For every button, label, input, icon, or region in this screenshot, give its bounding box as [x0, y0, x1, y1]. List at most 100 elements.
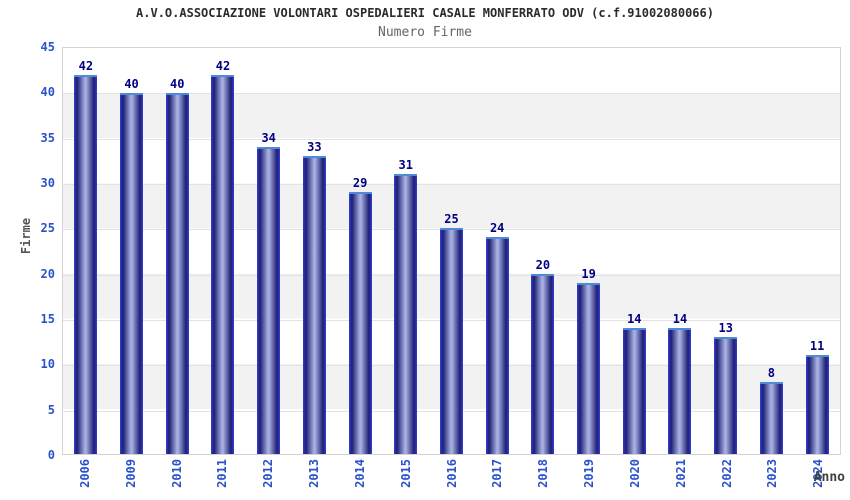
plot-area: 42 40 40 42 34 33 29 31 25 24 20 19 14 14 13 8 11 — [62, 47, 841, 455]
bar-slot-2006: 42 — [63, 48, 109, 454]
bar-slot-2014: 29 — [337, 48, 383, 454]
x-tick-slot: 2009 — [108, 459, 154, 488]
bar-2012 — [257, 147, 281, 454]
bar-2015 — [394, 174, 418, 454]
y-tick-label: 45 — [40, 40, 55, 54]
x-tick-label: 2016 — [444, 459, 459, 488]
x-tick-label: 2011 — [215, 459, 230, 488]
x-tick-slot: 2022 — [704, 459, 750, 488]
y-tick-label: 35 — [40, 130, 55, 145]
x-tick-slot: 2018 — [520, 459, 566, 488]
bar-slot-2024: 11 — [794, 48, 840, 454]
bar-2009 — [120, 93, 144, 454]
x-tick-slot: 2010 — [154, 459, 200, 488]
y-tick-label: 40 — [40, 85, 55, 100]
bar-2023 — [759, 381, 783, 454]
bar-slot-2015: 31 — [383, 48, 429, 454]
x-tick-slot: 2006 — [62, 459, 108, 488]
bar-2018 — [531, 273, 555, 454]
bar-2017 — [485, 237, 509, 454]
bar-value-label: 20 — [535, 257, 551, 272]
gridline — [63, 93, 840, 95]
y-tick-label: 25 — [40, 221, 55, 236]
bar-2014 — [348, 192, 372, 454]
bar-slot-2013: 33 — [292, 48, 338, 454]
bar-slot-2019: 19 — [566, 48, 612, 454]
x-tick-slot: 2015 — [383, 459, 429, 488]
bar-value-label: 29 — [352, 176, 368, 191]
bar-value-label: 11 — [809, 338, 825, 353]
x-axis-ticks: 2006 2009 2010 2011 2012 2013 2014 2015 2016 2017… — [62, 459, 841, 488]
y-tick-label: 0 — [47, 448, 55, 462]
bar-slot-2017: 24 — [474, 48, 520, 454]
chart-title: A.V.O.ASSOCIAZIONE VOLONTARI OSPEDALIERI… — [136, 6, 714, 20]
bar-value-label: 40 — [170, 77, 185, 92]
bar-slot-2009: 40 — [109, 48, 155, 454]
x-tick-label: 2006 — [77, 459, 92, 488]
chart-subtitle: Numero Firme — [378, 25, 472, 40]
bar-value-label: 24 — [489, 221, 505, 236]
bar-slot-2018: 20 — [520, 48, 566, 454]
x-tick-label: 2021 — [673, 459, 688, 488]
x-tick-slot: 2016 — [429, 459, 475, 488]
x-tick-label: 2018 — [536, 459, 551, 488]
bar-2024 — [805, 354, 829, 454]
x-tick-label: 2014 — [352, 459, 367, 488]
bar-2022 — [714, 336, 738, 454]
bar-2019 — [577, 282, 601, 454]
bar-2020 — [622, 327, 646, 454]
bar-2013 — [302, 156, 326, 454]
x-tick-label: 2009 — [123, 459, 138, 488]
bar-2021 — [668, 327, 692, 454]
y-tick-label: 15 — [40, 312, 55, 326]
y-tick-label: 20 — [40, 266, 55, 281]
y-tick-label: 5 — [47, 402, 55, 417]
bar-value-label: 8 — [767, 365, 776, 380]
bar-slot-2021: 14 — [657, 48, 703, 454]
bar-value-label: 42 — [78, 59, 94, 74]
x-tick-label: 2015 — [398, 459, 413, 488]
bar-value-label: 42 — [215, 59, 231, 74]
x-tick-label: 2010 — [169, 459, 184, 488]
y-axis-ticks: 45 40 35 30 25 20 15 10 5 0 — [0, 40, 55, 462]
x-axis-title: Anno — [813, 470, 845, 485]
x-tick-slot: 2014 — [337, 459, 383, 488]
bar-value-label: 19 — [581, 266, 596, 281]
x-tick-slot: 2020 — [612, 459, 658, 488]
x-tick-label: 2022 — [719, 459, 734, 488]
y-axis-title: Firme — [19, 217, 33, 255]
x-tick-slot: 2017 — [474, 459, 520, 488]
x-tick-slot: 2021 — [658, 459, 704, 488]
gridline — [63, 184, 840, 185]
bar-2006 — [74, 75, 98, 454]
bar-2010 — [165, 93, 189, 454]
x-tick-slot: 2012 — [245, 459, 291, 488]
x-tick-slot: 2023 — [749, 459, 795, 488]
x-tick-label: 2019 — [582, 459, 597, 488]
bar-value-label: 33 — [307, 140, 322, 155]
x-tick-slot: 2011 — [199, 459, 245, 488]
bar-2016 — [439, 228, 463, 454]
x-tick-slot: 2019 — [566, 459, 612, 488]
x-tick-label: 2023 — [765, 459, 780, 488]
bar-slot-2020: 14 — [611, 48, 657, 454]
bar-slot-2012: 34 — [246, 48, 292, 454]
bar-slot-2022: 13 — [703, 48, 749, 454]
bar-value-label: 34 — [261, 131, 276, 146]
bar-slot-2016: 25 — [429, 48, 475, 454]
bar-value-label: 14 — [672, 311, 688, 326]
bar-value-label: 13 — [718, 320, 733, 335]
x-tick-label: 2017 — [490, 459, 505, 488]
y-tick-label: 30 — [40, 176, 55, 190]
y-tick-label: 10 — [40, 357, 55, 372]
bar-value-label: 14 — [627, 311, 642, 326]
x-tick-label: 2020 — [627, 459, 642, 488]
bar-slot-2023: 8 — [749, 48, 795, 454]
gridline — [63, 138, 840, 140]
bar-value-label: 25 — [444, 212, 459, 227]
bar-value-label: 31 — [398, 158, 413, 173]
x-tick-label: 2013 — [307, 459, 322, 488]
x-tick-slot: 2013 — [291, 459, 337, 488]
bar-slot-2011: 42 — [200, 48, 246, 454]
bars-container: 42 40 40 42 34 33 29 31 25 24 20 19 14 14 13 8 11 — [63, 48, 840, 454]
